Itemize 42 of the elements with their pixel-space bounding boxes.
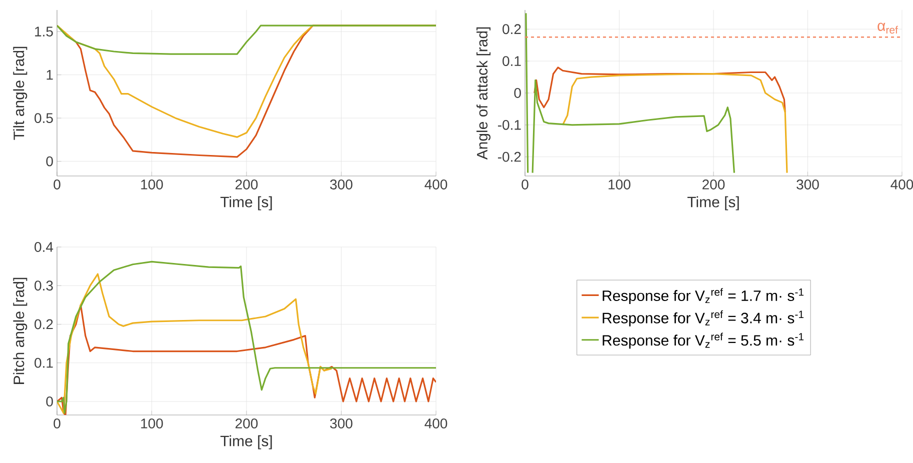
- y-tick-label: 0.4: [34, 242, 54, 252]
- y-tick-label: 1: [46, 70, 53, 80]
- x-tick-label: 300: [330, 180, 352, 190]
- x-tick-label: 400: [424, 418, 448, 428]
- y-tick-label: 0.2: [34, 319, 53, 330]
- y-axis-title: Pitch angle [rad]: [13, 278, 28, 384]
- line-series: [534, 66, 786, 113]
- y-tick-label: 0: [46, 396, 53, 406]
- y-tick-label: 0.5: [34, 113, 53, 124]
- x-tick-label: 300: [796, 180, 819, 190]
- y-tick-label: 0: [514, 88, 521, 98]
- y-axis-title: Tilt angle [rad]: [13, 46, 28, 140]
- x-axis-title: Time [s]: [220, 435, 272, 450]
- x-axis-title: Time [s]: [687, 196, 739, 210]
- y-tick-label: -0.2: [498, 152, 521, 162]
- y-tick-label: 0: [46, 156, 53, 166]
- ref-line-label: α$_{ref}$: [878, 22, 898, 34]
- y-tick-label: 1.5: [35, 26, 53, 36]
- y-tick-label: -0.1: [498, 120, 521, 130]
- legend-label: Response for V$_{z}$$^{ref}$ = 3.4 m· s$^{-1}$: [602, 310, 804, 326]
- legend-label: Response for V$_{z}$$^{ref}$ = 1.7 m· s$^{-1}$: [602, 288, 804, 304]
- x-axis-title: Time [s]: [220, 196, 272, 210]
- y-tick-label: 0.1: [34, 358, 53, 368]
- line-series: [57, 273, 333, 414]
- x-tick-label: 100: [141, 418, 163, 428]
- x-tick-label: 200: [236, 418, 258, 428]
- x-tick-label: 0: [54, 180, 60, 190]
- y-axis-title: Angle of attack [rad]: [476, 27, 490, 160]
- x-tick-label: 200: [702, 180, 725, 190]
- x-tick-label: 400: [424, 180, 448, 190]
- x-tick-label: 100: [608, 180, 630, 190]
- x-tick-label: 0: [522, 180, 528, 190]
- x-tick-label: 0: [54, 418, 60, 428]
- x-tick-label: 400: [890, 180, 913, 190]
- y-tick-label: 0.1: [502, 56, 521, 66]
- line-series: [57, 24, 436, 55]
- x-tick-label: 300: [330, 418, 352, 428]
- x-tick-label: 100: [141, 180, 163, 190]
- y-tick-label: 0.3: [34, 280, 53, 291]
- y-tick-label: 0.2: [502, 24, 521, 34]
- legend-label: Response for V$_{z}$$^{ref}$ = 5.5 m· s$^{-1}$: [602, 332, 804, 349]
- x-tick-label: 200: [236, 180, 258, 190]
